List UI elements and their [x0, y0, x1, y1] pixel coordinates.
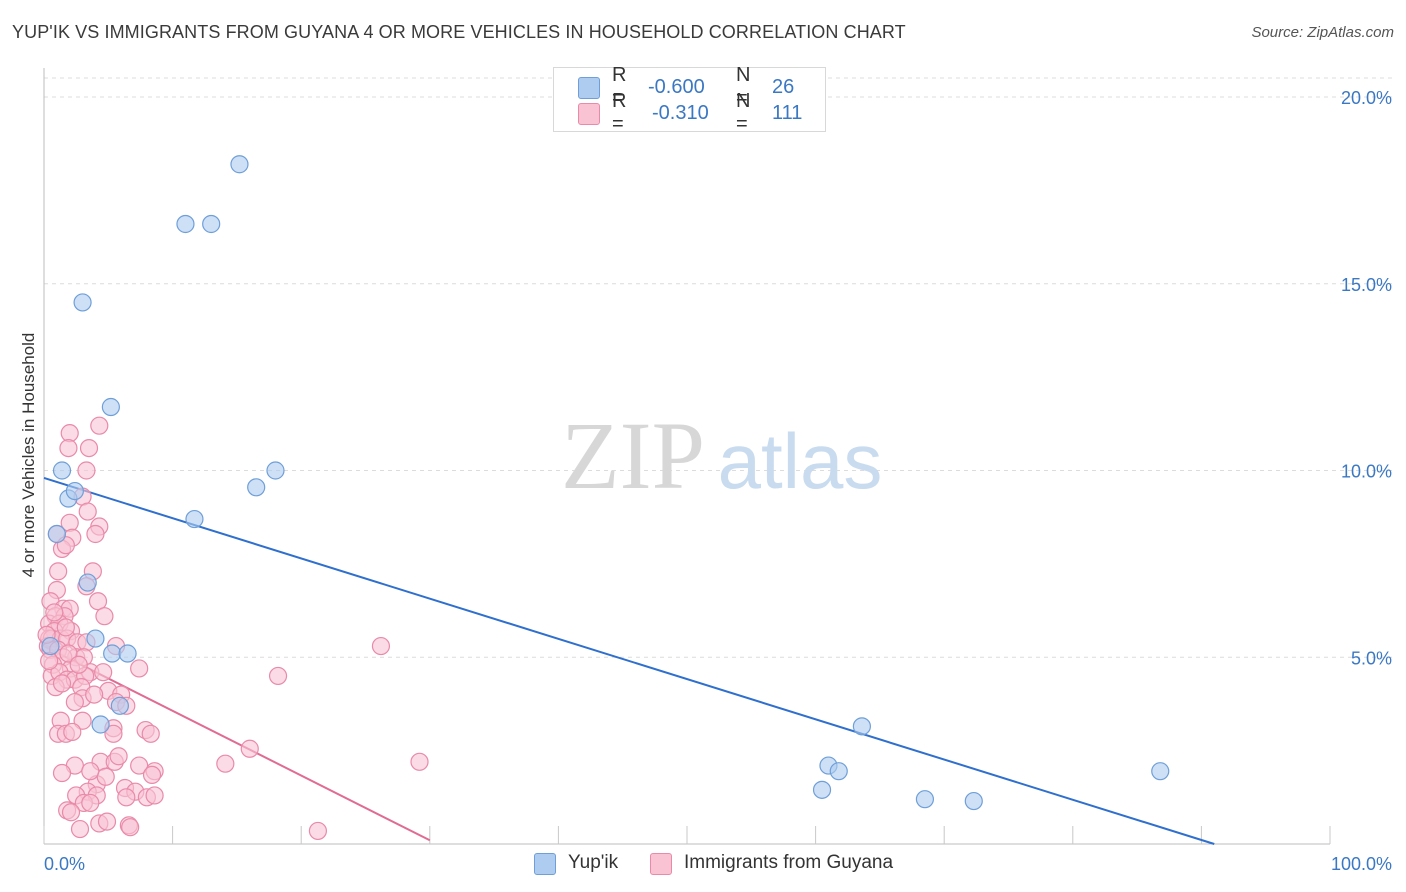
watermark-zip: ZIP: [561, 402, 705, 509]
x-tick-label: 100.0%: [1331, 854, 1392, 874]
yupik-point: [47, 524, 66, 544]
guyana-point: [81, 793, 100, 813]
y-tick-label: 10.0%: [1341, 462, 1392, 482]
y-tick-label: 15.0%: [1341, 275, 1392, 295]
trend-lines: [43, 477, 1215, 845]
guyana-point: [61, 803, 81, 822]
yupik-point: [230, 155, 249, 174]
yupik-point: [812, 780, 832, 799]
guyana-point: [78, 502, 97, 521]
guyana-point: [94, 663, 113, 682]
guyana-point: [90, 416, 109, 435]
series-legend: Yup'ik Immigrants from Guyana: [534, 852, 914, 876]
series-legend-swatch-yupik: [534, 853, 556, 875]
yupik-point: [1151, 762, 1170, 781]
watermark: ZIP atlas: [561, 402, 882, 509]
guyana-point: [142, 765, 162, 785]
guyana-point: [86, 524, 105, 544]
legend-n-label: N =: [736, 64, 751, 109]
legend-r-value: -0.600: [648, 75, 705, 98]
guyana-point: [308, 821, 328, 841]
guyana-point: [268, 666, 288, 686]
legend-n-value: 111: [772, 101, 803, 124]
yupik-point: [65, 481, 84, 501]
legend-n-value: 26: [772, 75, 795, 98]
series-legend-label-yupik: Yup'ik: [568, 852, 619, 873]
legend-r-label: R =: [612, 64, 627, 109]
guyana-point: [52, 763, 72, 783]
guyana-point: [56, 618, 75, 637]
guyana-point: [73, 711, 92, 730]
guyana-point: [45, 603, 64, 622]
legend-n-label: N =: [736, 90, 751, 135]
legend-r-label: R =: [612, 90, 627, 135]
guyana-point: [130, 659, 149, 678]
yupik-point: [202, 214, 221, 234]
data-points: [37, 155, 1170, 841]
series-legend-label-guyana: Immigrants from Guyana: [684, 852, 894, 873]
yupik-point: [266, 461, 285, 480]
yupik-point: [852, 717, 871, 736]
guyana-point: [49, 562, 68, 581]
axes: [43, 68, 1331, 845]
watermark-atlas: atlas: [718, 417, 883, 505]
guyana-point: [104, 724, 123, 743]
guyana-point: [95, 607, 114, 626]
legend-r-value: -0.310: [652, 101, 709, 124]
guyana-point: [63, 722, 82, 742]
guyana-point: [59, 438, 78, 458]
guyana-point: [371, 636, 391, 656]
guyana-point: [79, 438, 99, 458]
yupik-point: [247, 478, 266, 497]
guyana-point: [410, 752, 429, 771]
guyana-point: [85, 685, 104, 704]
yupik-point: [101, 397, 120, 417]
yupik-point: [41, 636, 60, 656]
yupik-point: [52, 461, 72, 480]
guyana-point: [88, 592, 108, 611]
guyana-point: [141, 724, 160, 743]
y-tick-label: 20.0%: [1341, 88, 1392, 108]
guyana-point: [145, 786, 164, 805]
guyana-point: [65, 692, 84, 712]
guyana-point: [81, 762, 100, 781]
yupik-point: [176, 214, 195, 234]
y-tick-label: 5.0%: [1351, 648, 1392, 668]
yupik-point: [78, 573, 97, 592]
yupik-point: [829, 762, 848, 781]
guyana-point: [70, 819, 90, 839]
yupik-point: [86, 629, 105, 648]
yupik-trend-line: [43, 477, 1215, 845]
legend-swatch-guyana: [578, 103, 600, 125]
guyana-point: [216, 754, 235, 773]
guyana-point: [117, 788, 136, 807]
source-credit: Source: ZipAtlas.com: [1251, 24, 1394, 41]
yupik-point: [185, 509, 204, 529]
guyana-point: [96, 767, 115, 786]
correlation-legend: R = -0.600 N = 26 R = -0.310 N = 111: [553, 64, 826, 135]
chart-title: YUP'IK VS IMMIGRANTS FROM GUYANA 4 OR MO…: [12, 22, 906, 42]
guyana-point: [59, 644, 78, 663]
yupik-point: [964, 791, 983, 811]
guyana-point: [97, 812, 117, 831]
yupik-point: [110, 696, 129, 715]
x-tick-label: 0.0%: [44, 854, 85, 874]
yupik-point: [73, 293, 92, 312]
yupik-point: [915, 790, 935, 809]
yupik-point: [118, 644, 137, 663]
tick-labels: 5.0% 10.0% 15.0% 20.0% 0.0% 100.0%: [44, 88, 1392, 874]
guyana-point: [69, 655, 88, 674]
guyana-point: [240, 739, 259, 758]
yupik-point: [91, 715, 110, 734]
yupik-point: [103, 644, 122, 663]
guyana-point: [121, 818, 140, 837]
guyana-point: [52, 674, 72, 693]
y-axis-label: 4 or more Vehicles in Household: [19, 333, 38, 578]
series-legend-swatch-guyana: [650, 853, 672, 875]
legend-swatch-yupik: [578, 77, 600, 99]
guyana-point: [109, 747, 128, 766]
guyana-point: [77, 461, 96, 480]
